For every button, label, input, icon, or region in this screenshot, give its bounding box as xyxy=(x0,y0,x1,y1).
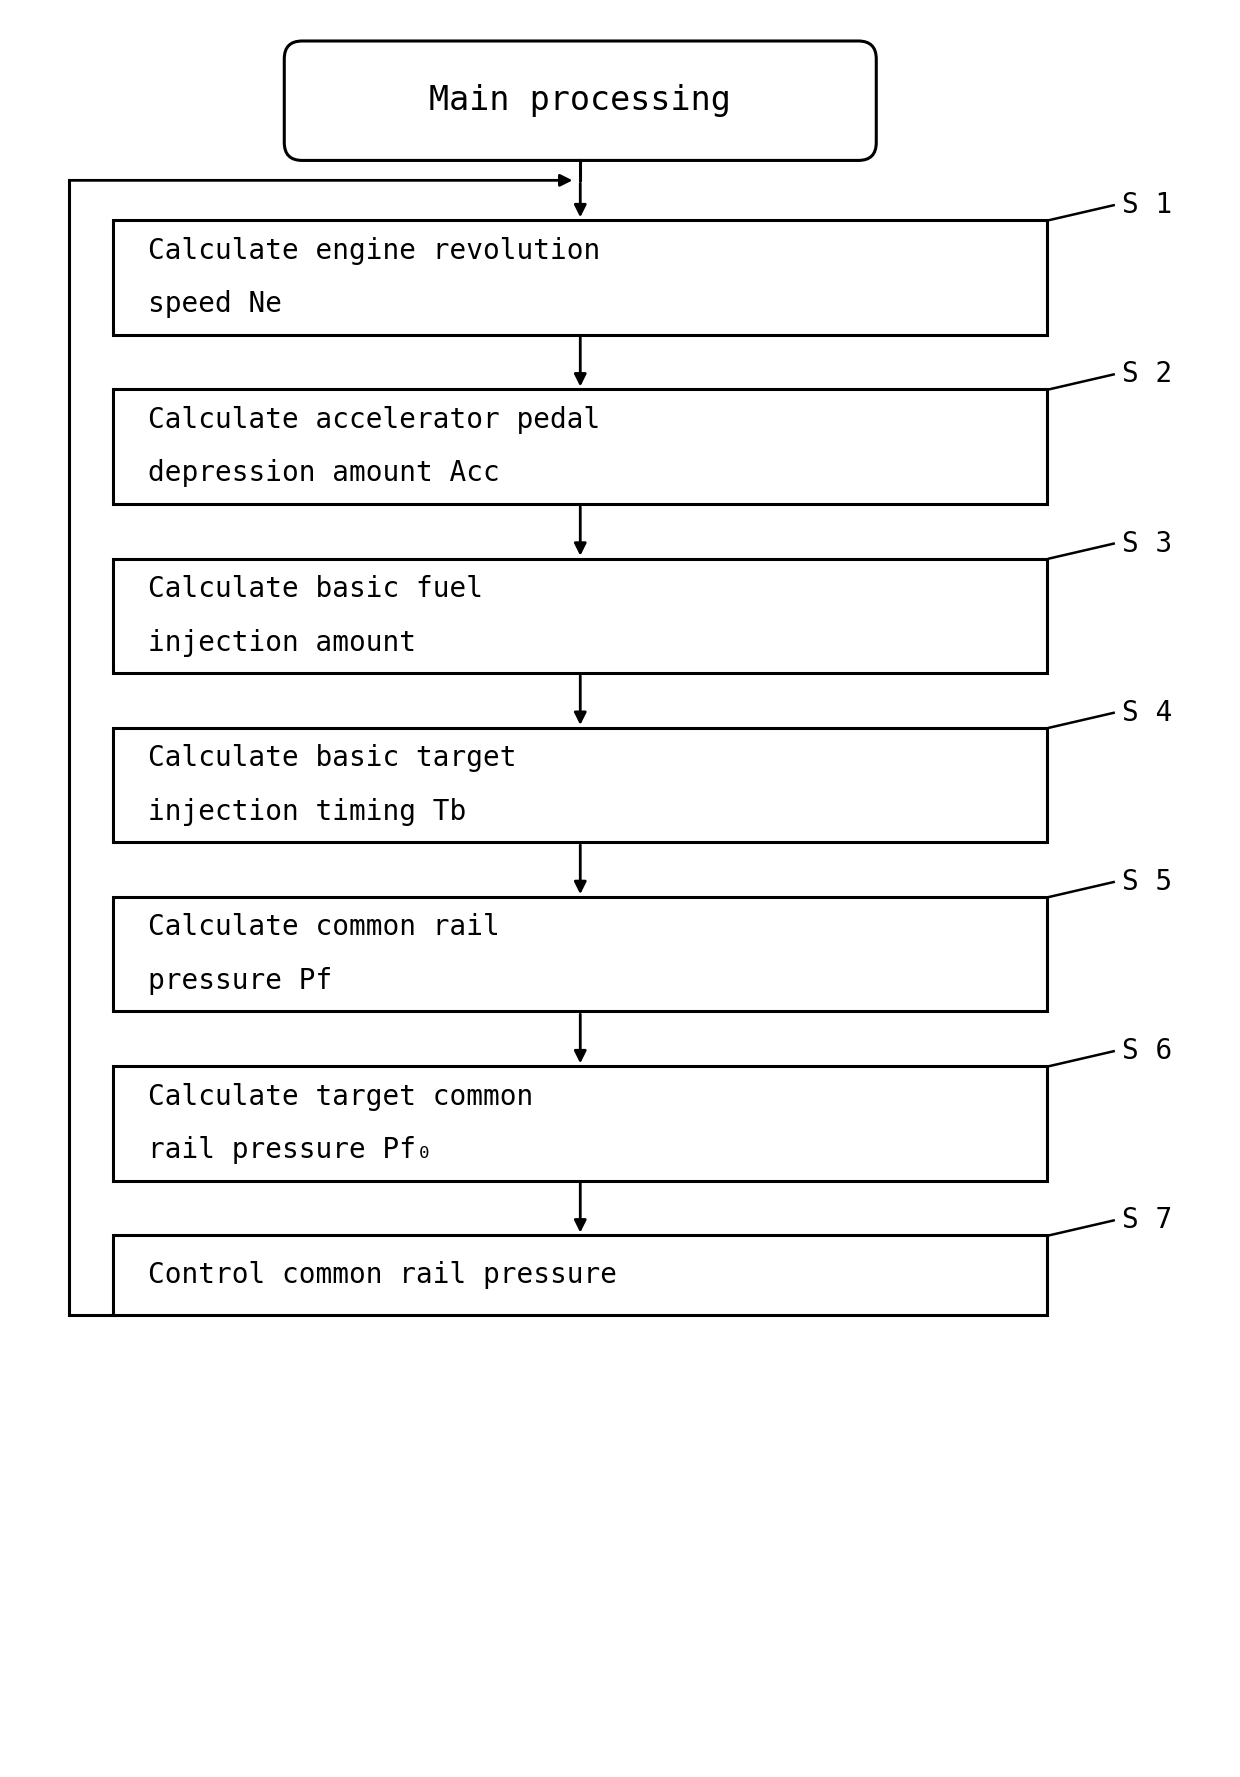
Text: Calculate accelerator pedal: Calculate accelerator pedal xyxy=(149,405,600,434)
Text: pressure Pf: pressure Pf xyxy=(149,967,332,995)
Text: S 7: S 7 xyxy=(1122,1207,1172,1235)
Text: injection amount: injection amount xyxy=(149,629,417,657)
Text: Calculate basic fuel: Calculate basic fuel xyxy=(149,576,484,602)
Text: speed Ne: speed Ne xyxy=(149,290,283,318)
Text: Calculate target common: Calculate target common xyxy=(149,1082,533,1111)
Text: S 6: S 6 xyxy=(1122,1038,1172,1064)
FancyBboxPatch shape xyxy=(284,41,877,160)
Text: injection timing Tb: injection timing Tb xyxy=(149,798,466,826)
Text: S 3: S 3 xyxy=(1122,530,1172,558)
Text: Control common rail pressure: Control common rail pressure xyxy=(149,1262,618,1288)
Bar xyxy=(113,729,1047,842)
Text: Calculate common rail: Calculate common rail xyxy=(149,913,500,942)
Text: S 1: S 1 xyxy=(1122,192,1172,219)
Text: Main processing: Main processing xyxy=(429,84,732,117)
Text: S 2: S 2 xyxy=(1122,361,1172,389)
Bar xyxy=(113,1235,1047,1315)
Text: Calculate basic target: Calculate basic target xyxy=(149,745,517,773)
Text: S 4: S 4 xyxy=(1122,698,1172,727)
Text: Calculate engine revolution: Calculate engine revolution xyxy=(149,236,600,265)
Bar xyxy=(113,558,1047,673)
Bar xyxy=(113,897,1047,1011)
Bar xyxy=(113,220,1047,334)
Bar xyxy=(113,389,1047,505)
Text: S 5: S 5 xyxy=(1122,867,1172,896)
Text: rail pressure Pf₀: rail pressure Pf₀ xyxy=(149,1136,433,1164)
Text: depression amount Acc: depression amount Acc xyxy=(149,460,500,487)
Bar xyxy=(113,1066,1047,1180)
